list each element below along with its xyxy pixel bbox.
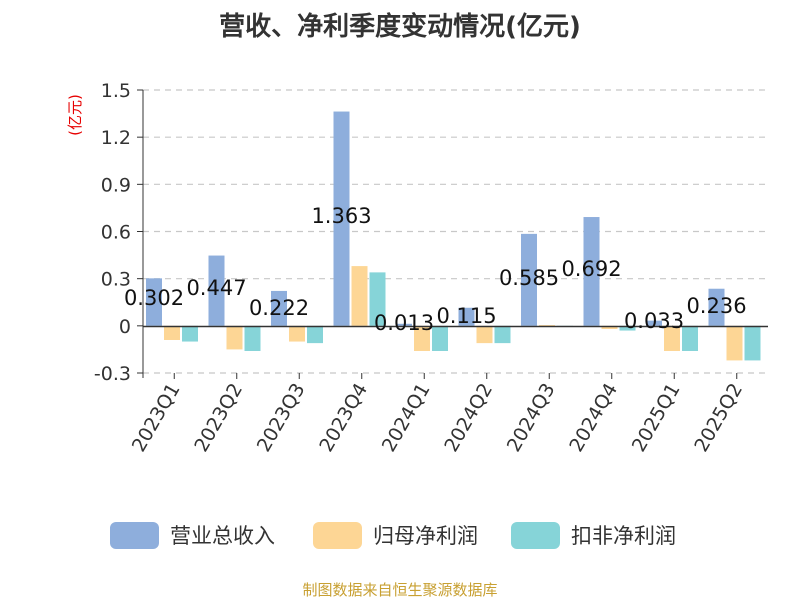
bar-营业总收入-2024Q3 [521, 233, 537, 326]
data-label: 1.363 [311, 204, 371, 228]
bar-营业总收入-2023Q2 [208, 255, 225, 326]
legend-swatch [313, 522, 362, 549]
bar-归母净利润-2023Q2 [226, 325, 243, 350]
data-label: 0.013 [374, 311, 434, 335]
bar-扣非净利润-2024Q1 [432, 325, 448, 351]
y-tick-label: 1.5 [101, 80, 131, 102]
bar-营业总收入-2023Q1 [146, 278, 162, 326]
y-tick-label: -0.3 [94, 363, 131, 385]
bar-归母净利润-2024Q4 [601, 325, 618, 329]
x-tick-label: 2023Q4 [315, 380, 372, 456]
bar-营业总收入-2024Q2 [458, 307, 475, 326]
bar-归母净利润-2023Q1 [164, 325, 180, 340]
bar-归母净利润-2024Q2 [476, 325, 493, 344]
source-note: 制图数据来自恒生聚源数据库 [302, 581, 497, 599]
y-axis-ticks: 1.5 1.2 0.9 0.6 0.3 0 -0.3 [94, 80, 143, 385]
bar-扣非净利润-2024Q2 [494, 325, 511, 344]
bar-营业总收入-2023Q4 [333, 111, 350, 326]
data-label: 0.585 [499, 266, 559, 290]
data-label: 0.692 [561, 257, 621, 281]
x-tick-label: 2024Q3 [503, 380, 560, 456]
bar-扣非净利润-2025Q2 [744, 325, 761, 361]
data-label: 0.115 [436, 304, 496, 328]
bar-归母净利润-2023Q3 [289, 325, 305, 342]
bar-扣非净利润-2025Q1 [682, 325, 698, 351]
bar-扣非净利润-2023Q2 [244, 325, 261, 351]
y-tick-label: 0 [119, 316, 131, 338]
data-label: 0.447 [186, 276, 246, 300]
y-tick-label: 0.3 [101, 269, 131, 291]
legend-label: 归母净利润 [373, 524, 478, 548]
legend-swatch [110, 522, 159, 549]
bar-归母净利润-2024Q1 [414, 325, 430, 351]
legend-swatch [511, 522, 560, 549]
data-label: 0.236 [686, 294, 746, 318]
bar-归母净利润-2024Q3 [539, 325, 555, 326]
x-tick-label: 2024Q4 [565, 380, 622, 456]
data-label: 0.222 [249, 296, 309, 320]
gridlines [143, 89, 768, 374]
x-tick-label: 2023Q2 [190, 380, 247, 456]
chart-title: 营收、净利季度变动情况(亿元) [219, 11, 581, 42]
x-tick-label: 2025Q2 [690, 380, 747, 456]
bar-扣非净利润-2023Q3 [307, 325, 323, 344]
y-tick-label: 0.9 [101, 174, 131, 196]
bar-扣非净利润-2023Q1 [182, 325, 198, 342]
y-tick-label: 0.6 [101, 222, 131, 244]
data-label: 0.302 [124, 286, 184, 310]
x-tick-label: 2023Q1 [128, 380, 185, 456]
data-label: 0.033 [624, 309, 684, 333]
bar-营业总收入-2025Q2 [708, 288, 725, 326]
x-tick-label: 2023Q3 [253, 380, 310, 456]
bar-扣非净利润-2023Q4 [369, 272, 386, 326]
bar-扣非净利润-2024Q4 [619, 325, 636, 331]
legend-label: 营业总收入 [170, 524, 275, 548]
legend-label: 扣非净利润 [571, 524, 676, 548]
bar-营业总收入-2024Q4 [583, 217, 600, 326]
x-tick-label: 2024Q2 [440, 380, 497, 456]
legend: 营业总收入 归母净利润 扣非净利润 [110, 522, 676, 549]
x-axis-ticks: 2023Q1 2023Q2 2023Q3 2023Q4 2024Q1 2024Q2 2024… [128, 373, 747, 456]
bar-归母净利润-2023Q4 [351, 266, 368, 326]
bar-归母净利润-2025Q2 [726, 325, 743, 361]
bars [146, 111, 761, 361]
x-tick-label: 2025Q1 [628, 380, 685, 456]
bar-归母净利润-2025Q1 [664, 325, 680, 351]
bar-营业总收入-2025Q1 [646, 320, 662, 326]
bar-营业总收入-2023Q3 [271, 290, 287, 326]
x-tick-label: 2024Q1 [378, 380, 435, 456]
bar-营业总收入-2024Q1 [396, 323, 412, 326]
y-tick-label: 1.2 [101, 127, 131, 149]
y-axis-unit: (亿元) [66, 94, 84, 136]
